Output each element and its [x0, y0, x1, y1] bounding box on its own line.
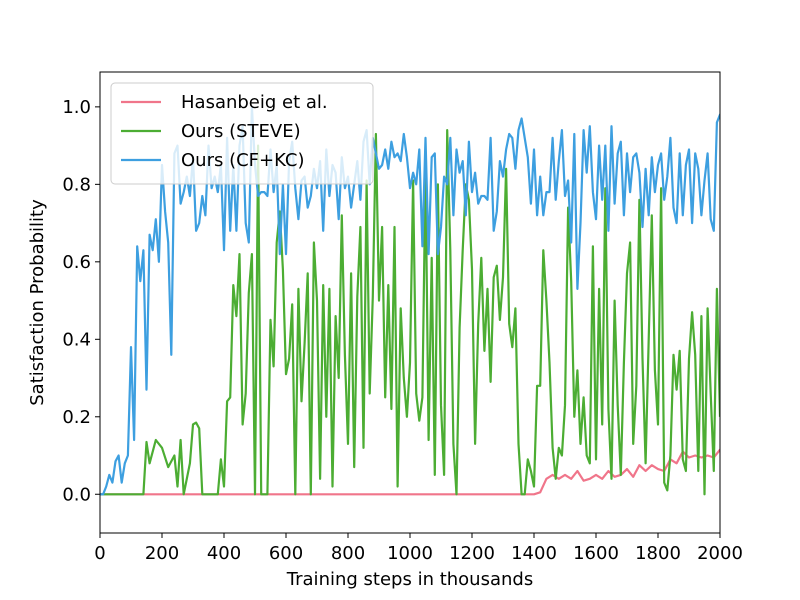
series-line-2: [100, 105, 720, 496]
x-tick-label: 800: [331, 543, 365, 564]
x-tick-label: 1400: [511, 543, 557, 564]
x-tick-label: 1000: [387, 543, 433, 564]
x-axis-title: Training steps in thousands: [286, 569, 533, 590]
x-tick-label: 0: [94, 543, 105, 564]
series-line-1: [100, 129, 720, 496]
series-line-0: [100, 448, 720, 496]
legend-box: [110, 82, 374, 185]
plot-lines: [100, 105, 720, 496]
legend-label-1: Ours (STEVE): [181, 121, 301, 142]
legend-label-0: Hasanbeig et al.: [181, 92, 328, 113]
x-tick-label: 400: [207, 543, 241, 564]
x-tick-label: 1600: [573, 543, 619, 564]
x-tick-label: 200: [145, 543, 179, 564]
x-tick-label: 1800: [635, 543, 681, 564]
y-tick-label: 0.8: [62, 174, 91, 195]
y-tick-label: 0.4: [62, 329, 91, 350]
y-axis-title: Satisfaction Probability: [27, 199, 48, 406]
legend: Hasanbeig et al. Ours (STEVE) Ours (CF+KC): [110, 82, 374, 185]
y-axis-ticks: 0.0 0.2 0.4 0.6 0.8 1.0: [62, 97, 100, 505]
x-axis-ticks: 0 200 400 600 800 1000 1200 1400 1600 1800 2000: [94, 533, 743, 564]
x-tick-label: 2000: [697, 543, 743, 564]
x-tick-label: 600: [269, 543, 303, 564]
y-tick-label: 0.6: [62, 252, 91, 273]
legend-label-2: Ours (CF+KC): [181, 150, 305, 171]
y-tick-label: 0.2: [62, 407, 91, 428]
y-tick-label: 1.0: [62, 97, 91, 118]
y-tick-label: 0.0: [62, 484, 91, 505]
x-tick-label: 1200: [449, 543, 495, 564]
